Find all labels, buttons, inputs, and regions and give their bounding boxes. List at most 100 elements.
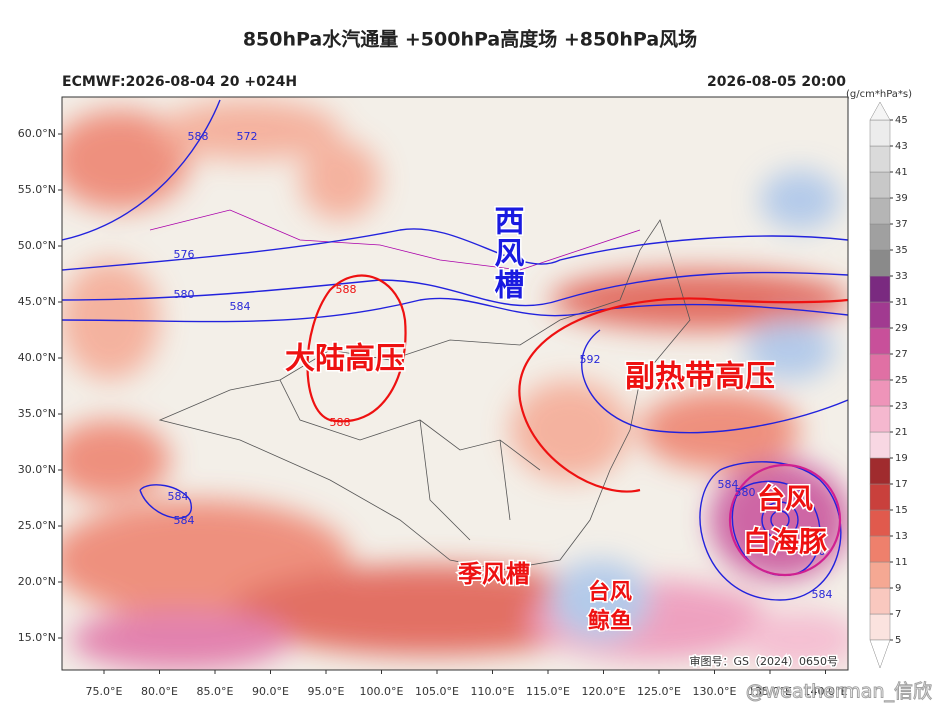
lon-label: 80.0°E — [141, 685, 178, 698]
colorbar-unit: (g/cm*hPa*s) — [846, 89, 912, 100]
colorbar-label: 41 — [895, 167, 908, 178]
high-contours — [306, 274, 848, 577]
colorbar-segment — [869, 561, 891, 589]
lon-label: 110.0°E — [471, 685, 515, 698]
colorbar-arrow-bottom — [869, 639, 891, 669]
colorbar-label: 9 — [895, 583, 901, 594]
colorbar-segment — [869, 457, 891, 485]
colorbar-label: 23 — [895, 401, 908, 412]
header-right: 2026-08-05 20:00 — [707, 74, 846, 90]
contour-label: 588 — [336, 283, 357, 296]
lat-label: 55.0°N — [18, 183, 56, 196]
contour-label: 572 — [237, 130, 258, 143]
annotation-monsoon-trough: 季风槽 — [458, 560, 530, 588]
lon-label: 85.0°E — [197, 685, 234, 698]
colorbar-segment — [869, 509, 891, 537]
lat-label: 50.0°N — [18, 239, 56, 252]
colorbar-segment — [869, 535, 891, 563]
colorbar-segment — [869, 483, 891, 511]
colorbar-segment — [869, 431, 891, 459]
contour-label: 588 — [188, 130, 209, 143]
lon-label: 115.0°E — [526, 685, 570, 698]
map-frame — [61, 96, 849, 671]
lon-label: 130.0°E — [693, 685, 737, 698]
header-left: ECMWF:2026-08-04 20 +024H — [62, 74, 297, 90]
colorbar-arrow-top — [869, 101, 891, 121]
lon-label: 125.0°E — [637, 685, 681, 698]
lat-label: 25.0°N — [18, 519, 56, 532]
lat-label: 40.0°N — [18, 351, 56, 364]
annotation-typhoon-2: 鲸鱼 — [588, 608, 632, 634]
title: 850hPa水汽通量 +500hPa高度场 +850hPa风场 — [243, 28, 697, 51]
colorbar-segment — [869, 119, 891, 147]
colorbar-segment — [869, 379, 891, 407]
colorbar-label: 39 — [895, 193, 908, 204]
colorbar-segment — [869, 145, 891, 173]
colorbar-label: 7 — [895, 609, 901, 620]
colorbar-segment — [869, 405, 891, 433]
colorbar-label: 35 — [895, 245, 908, 256]
lat-label: 60.0°N — [18, 127, 56, 140]
colorbar-label: 21 — [895, 427, 908, 438]
colorbar-label: 5 — [895, 635, 901, 646]
colorbar-segment — [869, 249, 891, 277]
contour-label: 580 — [805, 545, 826, 558]
lat-label: 45.0°N — [18, 295, 56, 308]
contour-label: 588 — [330, 416, 351, 429]
colorbar-segment — [869, 197, 891, 225]
contour-label: 584 — [812, 588, 833, 601]
contour-label: 592 — [580, 353, 601, 366]
lon-label: 140.0°E — [804, 685, 848, 698]
colorbar-label: 33 — [895, 271, 908, 282]
contour-label: 584 — [718, 478, 739, 491]
contour-label: 584 — [230, 300, 251, 313]
lon-label: 95.0°E — [308, 685, 345, 698]
contour-label: 584 — [168, 490, 189, 503]
annotation-typhoon-2: 台风 — [588, 579, 632, 605]
colorbar-segment — [869, 613, 891, 641]
colorbar-label: 17 — [895, 479, 908, 490]
colorbar-segment — [869, 275, 891, 303]
colorbar-label: 43 — [895, 141, 908, 152]
annotation-typhoon-1: 白海豚 — [743, 525, 827, 558]
colorbar-segment — [869, 327, 891, 355]
colorbar-label: 37 — [895, 219, 908, 230]
watermark: @weatherman_信欣 — [746, 681, 932, 703]
boundaries — [149, 209, 691, 571]
map-approval: 审图号：GS（2024）0650号 — [690, 654, 839, 668]
lon-label: 135.0°E — [748, 685, 792, 698]
lat-label: 15.0°N — [18, 631, 56, 644]
lat-label: 30.0°N — [18, 463, 56, 476]
contour-label: 584 — [174, 514, 195, 527]
annotation-subtropical-high: 副热带高压 — [625, 360, 775, 395]
moisture-flux — [62, 100, 848, 670]
colorbar-segment — [869, 301, 891, 329]
colorbar-segment — [869, 171, 891, 199]
colorbar-segment — [869, 353, 891, 381]
contour-label: 580 — [735, 486, 756, 499]
lon-label: 105.0°E — [415, 685, 459, 698]
map-area — [62, 97, 848, 670]
lon-label: 90.0°E — [252, 685, 289, 698]
lon-label: 100.0°E — [360, 685, 404, 698]
colorbar-label: 15 — [895, 505, 908, 516]
lat-label: 35.0°N — [18, 407, 56, 420]
lat-label: 20.0°N — [18, 575, 56, 588]
contour-label: 576 — [174, 248, 195, 261]
colorbar-label: 31 — [895, 297, 908, 308]
colorbar-label: 27 — [895, 349, 908, 360]
colorbar-label: 29 — [895, 323, 908, 334]
annotation-continental-high: 大陆高压 — [285, 342, 405, 377]
colorbar-label: 13 — [895, 531, 908, 542]
annotation-typhoon-1: 台风 — [757, 482, 813, 515]
colorbar-segment — [869, 223, 891, 251]
colorbar-label: 11 — [895, 557, 908, 568]
colorbar-segment — [869, 587, 891, 615]
colorbar-label: 19 — [895, 453, 908, 464]
lon-label: 75.0°E — [86, 685, 123, 698]
lon-label: 120.0°E — [582, 685, 626, 698]
height-contours — [62, 99, 848, 601]
colorbar-label: 25 — [895, 375, 908, 386]
colorbar-label: 45 — [895, 115, 908, 126]
